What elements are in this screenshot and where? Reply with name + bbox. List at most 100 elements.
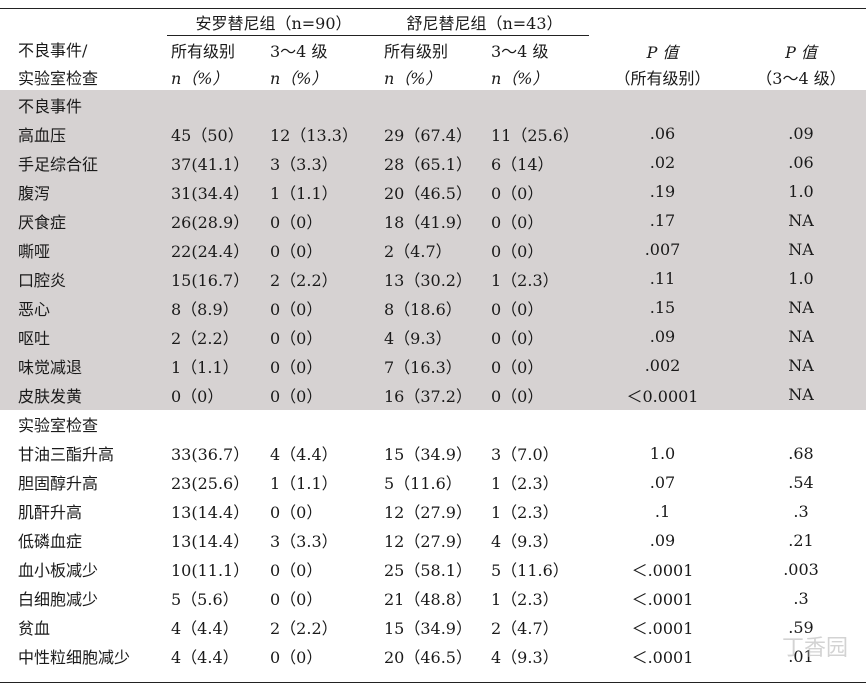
cell-p-34: .21 bbox=[788, 530, 814, 550]
cell-a-all: 22(24.4） bbox=[167, 235, 267, 265]
cell-s-all: 20（46.5） bbox=[380, 177, 488, 207]
cell-p-all: .1 bbox=[654, 501, 671, 521]
cell-p-34: NA bbox=[736, 206, 866, 236]
cell-s-34: 4（9.3） bbox=[491, 648, 559, 668]
cell-s-34: 0（0） bbox=[488, 293, 589, 323]
row-label: 恶心 bbox=[0, 293, 167, 323]
row-label: 皮肤发黄 bbox=[0, 380, 167, 410]
row-label: 手足综合征 bbox=[0, 148, 167, 178]
table-row: 口腔炎 15(16.7） 2（2.2） 13（30.2） 1（2.3） .11 1.0 bbox=[0, 264, 866, 294]
cell-s-all: 5（11.6） bbox=[384, 474, 462, 494]
table-row: 中性粒细胞减少 4（4.4） 0（0） 20（46.5） 4（9.3） ＜.0001 .01 bbox=[0, 642, 866, 671]
cell-p-all: ＜.0001 bbox=[631, 590, 694, 610]
p-34-header-label: P 值 bbox=[785, 43, 817, 62]
cell-a-34: 3（3.3） bbox=[270, 532, 338, 552]
row-label: 肌酐升高 bbox=[18, 503, 83, 523]
p-34-header: P 值 bbox=[736, 8, 866, 63]
sub-header-grade34-2: 3～4 级 bbox=[491, 41, 549, 61]
cell-p-34: .54 bbox=[788, 472, 814, 492]
cell-a-all: 26(28.9） bbox=[167, 206, 267, 236]
cell-a-34: 0（0） bbox=[267, 351, 380, 381]
cell-a-34: 0（0） bbox=[267, 293, 380, 323]
cell-a-all: 5（5.6） bbox=[171, 590, 239, 610]
cell-p-34: 1.0 bbox=[736, 264, 866, 294]
cell-a-all: 13(14.4） bbox=[171, 532, 250, 552]
cell-a-34: 0（0） bbox=[267, 206, 380, 236]
cell-a-all: 2（2.2） bbox=[167, 322, 267, 352]
cell-p-34: NA bbox=[736, 351, 866, 381]
row-label: 呕吐 bbox=[0, 322, 167, 352]
cell-s-all: 4（9.3） bbox=[380, 322, 488, 352]
cell-s-34: 3（7.0） bbox=[491, 445, 559, 465]
cell-p-34: .09 bbox=[736, 119, 866, 149]
row-label: 胆固醇升高 bbox=[18, 474, 99, 494]
cell-s-34: 0（0） bbox=[488, 206, 589, 236]
section-title-row: 不良事件 bbox=[0, 90, 866, 120]
table-row: 厌食症 26(28.9） 0（0） 18（41.9） 0（0） .17 NA bbox=[0, 206, 866, 236]
row-label: 口腔炎 bbox=[0, 264, 167, 294]
table-row: 高血压 45（50） 12（13.3） 29（67.4） 11（25.6） .06.09 bbox=[0, 119, 866, 149]
cell-a-34: 0（0） bbox=[270, 590, 323, 610]
cell-s-all: 20（46.5） bbox=[384, 648, 472, 668]
cell-a-34: 0（0） bbox=[270, 503, 323, 523]
n-pct-header-2: n（%） bbox=[270, 68, 328, 88]
cell-s-all: 12（27.9） bbox=[384, 532, 472, 552]
cell-p-all: ＜.0001 bbox=[631, 648, 694, 668]
cell-a-34: 1（1.1） bbox=[267, 177, 380, 207]
cell-s-all: 16（37.2） bbox=[380, 380, 488, 410]
cell-a-all: 23(25.6） bbox=[171, 474, 250, 494]
cell-p-all: ＜.0001 bbox=[631, 561, 694, 581]
cell-s-all: 13（30.2） bbox=[380, 264, 488, 294]
cell-p-all: .15 bbox=[589, 293, 736, 323]
table-row: 低磷血症 13(14.4） 3（3.3） 12（27.9） 4（9.3） .09 .21 bbox=[0, 526, 866, 555]
table-row: 白细胞减少 5（5.6） 0（0） 21（48.8） 1（2.3） ＜.0001 .3 bbox=[0, 584, 866, 613]
table-row: 肌酐升高 13(14.4） 0（0） 12（27.9） 1（2.3） .1 .3 bbox=[0, 497, 866, 526]
table-row: 皮肤发黄 0（0） 0（0） 16（37.2） 0（0） ＜0.0001 NA bbox=[0, 380, 866, 410]
sub-header-grade34-1: 3～4 级 bbox=[270, 41, 328, 61]
table-row: 手足综合征 37(41.1） 3（3.3） 28（65.1） 6（14） .02.06 bbox=[0, 148, 866, 178]
cell-a-all: 8（8.9） bbox=[167, 293, 267, 323]
cell-p-all: .06 bbox=[589, 119, 736, 149]
cell-s-all: 7（16.3） bbox=[380, 351, 488, 381]
cell-p-all: .17 bbox=[589, 206, 736, 236]
table-row: 恶心 8（8.9） 0（0） 8（18.6） 0（0） .15 NA bbox=[0, 293, 866, 323]
cell-a-34: 2（2.2） bbox=[270, 619, 338, 639]
n-pct-header-1: n（%） bbox=[171, 68, 229, 88]
n-pct-header-3: n（%） bbox=[384, 68, 442, 88]
p-all-header-label: P 值 bbox=[646, 43, 679, 62]
cell-p-34: 1.0 bbox=[736, 177, 866, 207]
row-label: 血小板减少 bbox=[18, 561, 99, 581]
table-body: 不良事件 高血压 45（50） 12（13.3） 29（67.4） 11（25.6） .06… bbox=[0, 90, 866, 671]
row-label: 甘油三酯升高 bbox=[18, 445, 115, 465]
cell-s-all: 8（18.6） bbox=[380, 293, 488, 323]
cell-s-all: 25（58.1） bbox=[384, 561, 472, 581]
cell-a-34: 0（0） bbox=[267, 380, 380, 410]
cell-s-all: 28（65.1） bbox=[380, 148, 488, 178]
cell-p-all: ＜.0001 bbox=[631, 619, 694, 639]
cell-a-all: 37(41.1） bbox=[167, 148, 267, 178]
section-title: 不良事件 bbox=[0, 90, 866, 120]
cell-a-all: 13(14.4） bbox=[171, 503, 250, 523]
cell-p-all: .07 bbox=[649, 472, 676, 492]
p-all-header: P 值 bbox=[589, 8, 736, 63]
table-row: 味觉减退 1（1.1） 0（0） 7（16.3） 0（0） .002 NA bbox=[0, 351, 866, 381]
cell-s-34: 4（9.3） bbox=[491, 532, 559, 552]
cell-s-all: 21（48.8） bbox=[384, 590, 472, 610]
cell-p-all: ＜0.0001 bbox=[589, 380, 736, 410]
p-34-subheader: （3～4 级） bbox=[756, 68, 846, 88]
group-header-sunitinib: 舒尼替尼组（n=43） bbox=[380, 8, 589, 36]
cell-s-34: 1（2.3） bbox=[488, 264, 589, 294]
cell-a-34: 0（0） bbox=[270, 561, 323, 581]
row-label: 腹泻 bbox=[0, 177, 167, 207]
cell-a-all: 1（1.1） bbox=[167, 351, 267, 381]
cell-a-all: 0（0） bbox=[167, 380, 267, 410]
table-row: 嘶哑 22(24.4） 0（0） 2（4.7） 0（0） .007 NA bbox=[0, 235, 866, 265]
cell-a-34: 0（0） bbox=[267, 235, 380, 265]
row-label: 嘶哑 bbox=[0, 235, 167, 265]
cell-a-all: 4（4.4） bbox=[171, 648, 239, 668]
row-label-header-line1: 不良事件/ bbox=[18, 41, 88, 60]
cell-s-34: 0（0） bbox=[488, 351, 589, 381]
table-row: 胆固醇升高 23(25.6） 1（1.1） 5（11.6） 1（2.3） .07 .54 bbox=[0, 468, 866, 497]
